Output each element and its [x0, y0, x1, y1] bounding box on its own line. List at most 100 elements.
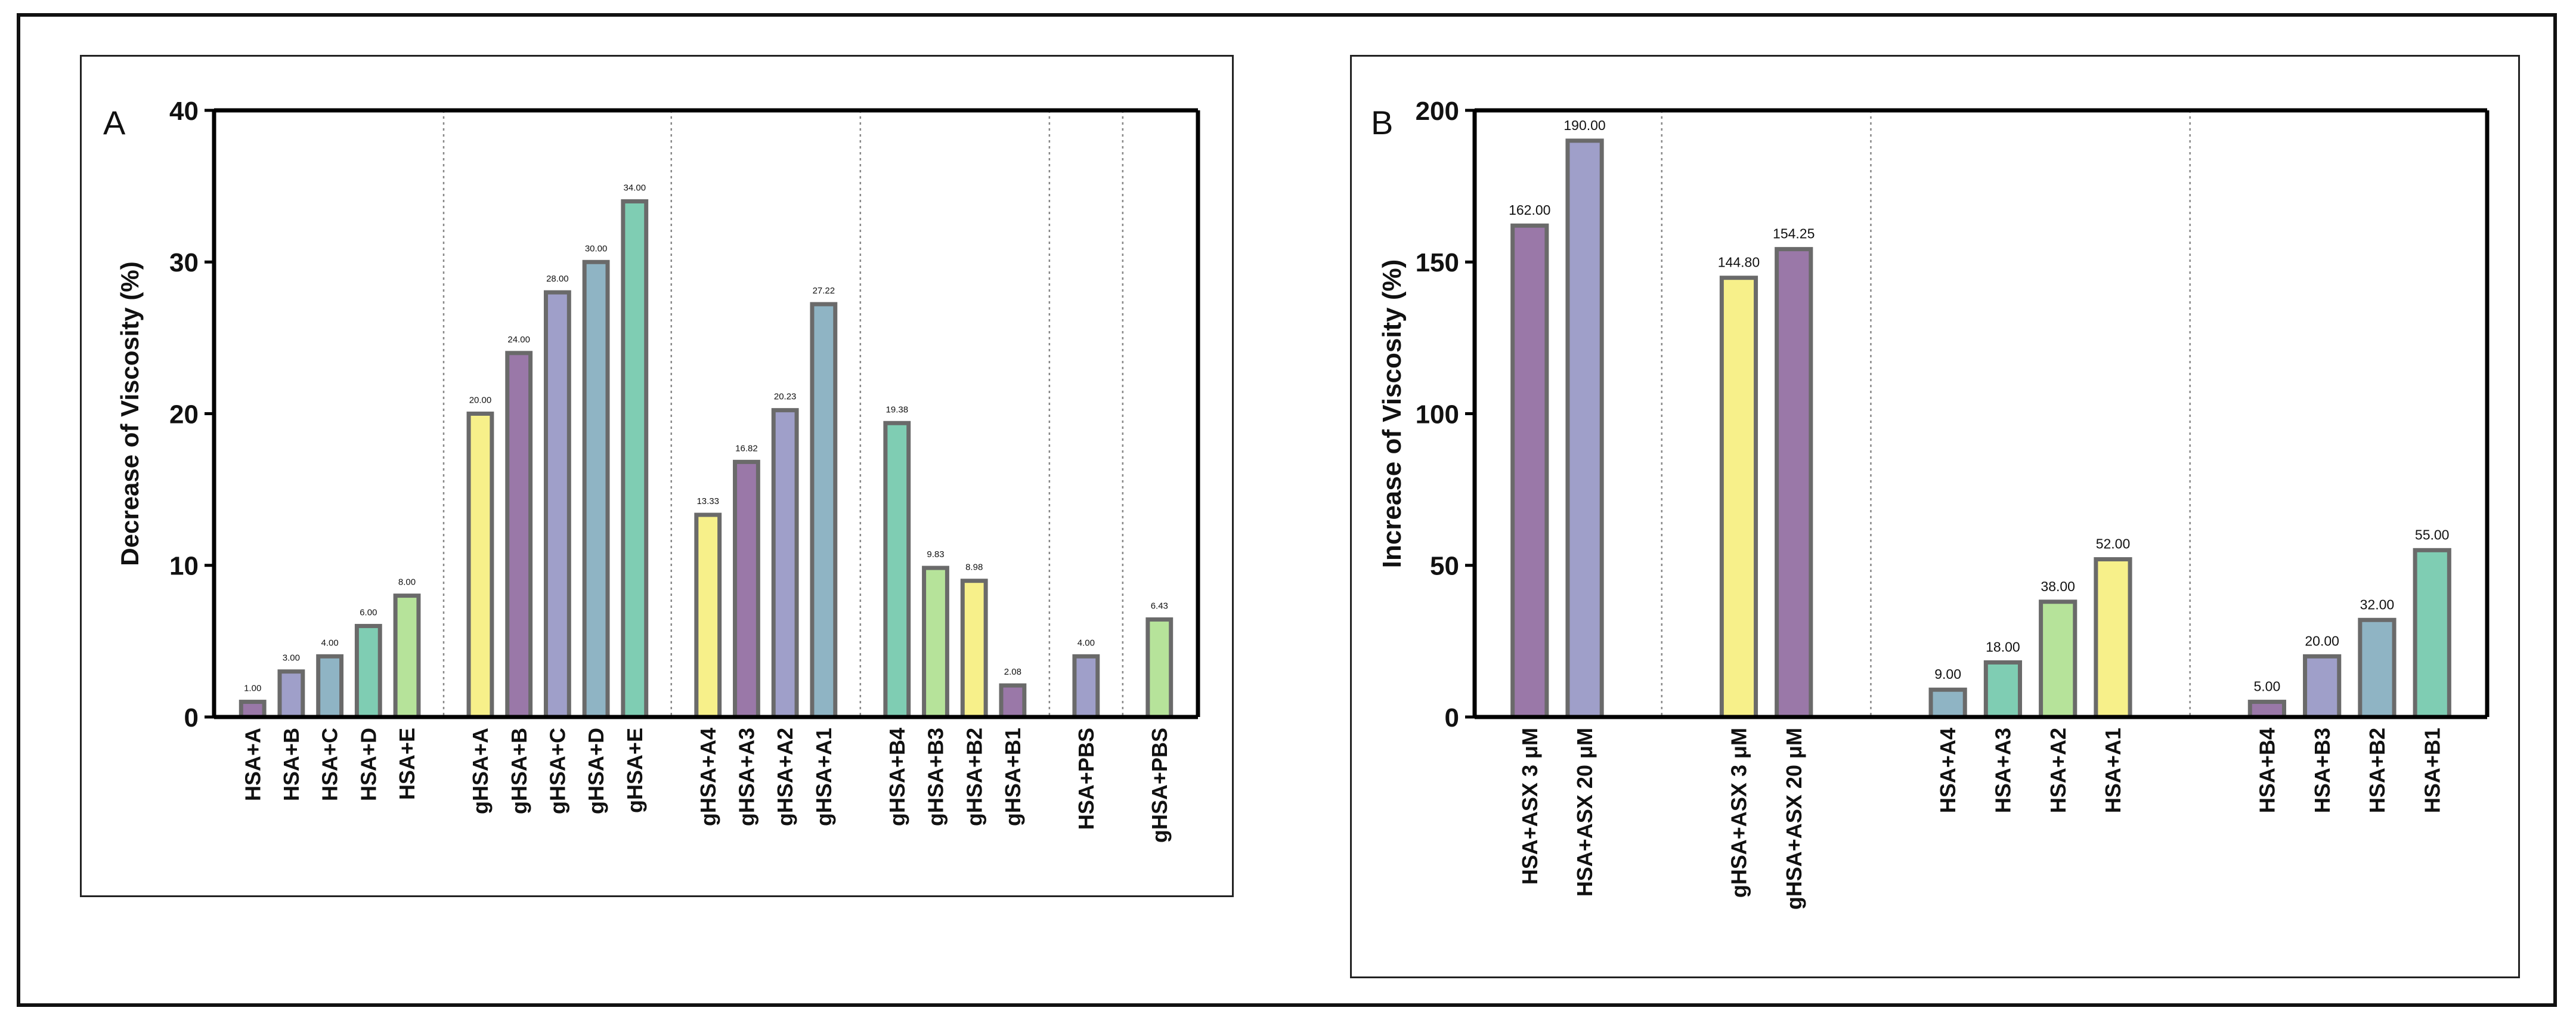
bar: [1775, 247, 1813, 719]
bar: [1719, 276, 1758, 719]
bar: [2247, 700, 2286, 719]
bar-value-label: 1.00: [244, 684, 261, 694]
bar-value-label: 24.00: [507, 335, 530, 345]
bar-value-label: 5.00: [2253, 679, 2280, 694]
bar: [960, 579, 988, 719]
category-label: HSA+B2: [2365, 728, 2389, 813]
category-label: gHSA+ASX 20 μM: [1782, 728, 1806, 910]
bar-value-label: 16.82: [735, 443, 758, 453]
bar-value-label: 28.00: [546, 274, 569, 284]
category-label: HSA+A3: [1991, 728, 2015, 813]
category-label: HSA+A1: [2101, 728, 2125, 813]
bar-value-label: 30.00: [585, 243, 608, 254]
bar: [999, 683, 1027, 719]
bar-value-label: 144.80: [1718, 255, 1760, 270]
bar-value-label: 18.00: [1986, 639, 2020, 654]
category-label: HSA+C: [318, 728, 342, 801]
bar-value-label: 190.00: [1563, 118, 1605, 133]
bar-value-label: 162.00: [1509, 202, 1550, 218]
bar-value-label: 19.38: [886, 404, 909, 415]
bar-value-label: 32.00: [2360, 597, 2395, 612]
bar-value-label: 34.00: [624, 183, 646, 193]
bar: [771, 408, 799, 719]
bar-value-label: 4.00: [321, 638, 339, 648]
panel-b: B Increase of Viscosity (%) 0 50 100 150 200 16…: [1350, 55, 2520, 978]
bar-value-label: 9.83: [927, 549, 944, 560]
bar-value-label: 6.43: [1151, 601, 1168, 611]
category-label: gHSA+PBS: [1147, 728, 1172, 843]
category-label: HSA+PBS: [1074, 728, 1098, 830]
bar: [1983, 660, 2023, 719]
y-tick-label: 0: [1445, 703, 1459, 733]
chart-b-svg: B Increase of Viscosity (%) 0 50 100 150 200 16…: [1371, 97, 2490, 910]
bar: [316, 654, 344, 719]
bar-value-label: 38.00: [2041, 579, 2075, 594]
bar: [393, 594, 421, 719]
bar: [2413, 548, 2451, 719]
bar-value-label: 20.00: [469, 395, 492, 406]
y-axis-label: Increase of Viscosity (%): [1377, 259, 1407, 568]
y-tick-label: 100: [1416, 400, 1459, 429]
category-label: HSA+B4: [2255, 728, 2279, 813]
bar: [2303, 654, 2342, 719]
bar: [694, 512, 722, 719]
bar: [582, 259, 610, 719]
bar-value-label: 3.00: [283, 653, 300, 663]
bar: [1510, 223, 1549, 719]
category-label: gHSA+C: [545, 728, 569, 814]
category-label: HSA+B1: [2420, 728, 2444, 813]
y-tick-label: 150: [1416, 248, 1459, 277]
bar: [2094, 557, 2132, 719]
bar: [505, 351, 533, 719]
category-label: HSA+A4: [1936, 728, 1960, 813]
bar: [2358, 617, 2397, 719]
category-label: gHSA+A1: [812, 728, 836, 826]
panel-a: A Decrease of Viscosity (%) 0 10 20 30 40 1.00 H…: [80, 55, 1234, 897]
bar-value-label: 2.08: [1004, 667, 1021, 677]
bar: [810, 302, 838, 719]
category-label: gHSA+B4: [885, 728, 909, 826]
bar: [543, 290, 571, 719]
bar-value-label: 52.00: [2096, 536, 2131, 552]
category-label: gHSA+B: [507, 728, 531, 814]
y-tick-label: 30: [169, 248, 199, 277]
y-tick-label: 50: [1430, 552, 1459, 581]
category-label: HSA+A2: [2046, 728, 2070, 813]
bar: [1565, 138, 1604, 719]
bar: [277, 669, 305, 719]
y-tick-label: 0: [184, 703, 199, 733]
category-label: gHSA+A4: [696, 728, 720, 826]
bar: [239, 700, 267, 719]
bar-value-label: 55.00: [2415, 527, 2450, 542]
category-label: gHSA+B1: [1001, 728, 1025, 826]
category-label: HSA+A: [240, 728, 265, 801]
bar: [883, 421, 911, 719]
bar: [466, 412, 494, 719]
bar: [1928, 687, 1967, 719]
bar: [354, 623, 382, 719]
bar: [922, 565, 949, 719]
category-label: gHSA+ASX 3 μM: [1727, 728, 1751, 898]
category-label: HSA+B3: [2310, 728, 2334, 813]
category-label: gHSA+A2: [773, 728, 797, 826]
y-tick-label: 40: [169, 97, 199, 126]
bar-value-label: 154.25: [1773, 226, 1815, 242]
bar: [1072, 654, 1100, 719]
bar-value-label: 13.33: [696, 496, 719, 506]
chart-a-svg: A Decrease of Viscosity (%) 0 10 20 30 40 1.00 H…: [103, 97, 1200, 843]
bar: [621, 199, 649, 719]
bar-value-label: 20.23: [774, 392, 797, 402]
category-label: HSA+D: [356, 728, 380, 801]
bar-value-label: 6.00: [360, 607, 377, 617]
category-label: gHSA+B2: [962, 728, 986, 826]
category-label: gHSA+E: [623, 728, 647, 813]
bar-value-label: 20.00: [2305, 633, 2339, 648]
bar-value-label: 8.98: [965, 563, 983, 573]
y-tick-label: 200: [1416, 97, 1459, 126]
panel-letter: A: [103, 104, 126, 141]
bar: [733, 459, 760, 719]
category-label: gHSA+A3: [735, 728, 759, 826]
bar-value-label: 27.22: [813, 286, 835, 296]
panel-letter: B: [1371, 104, 1393, 141]
y-tick-label: 20: [169, 400, 199, 429]
